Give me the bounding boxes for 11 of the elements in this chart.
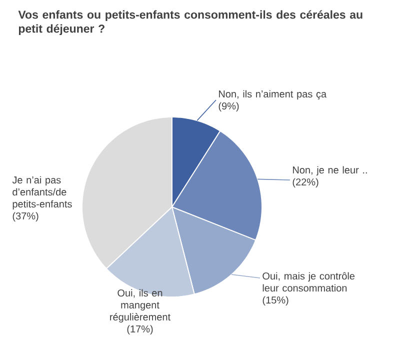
slice-label: Je n’ai pas d’enfants/de petits-enfants bbox=[12, 176, 72, 210]
data-label: (17%) bbox=[127, 325, 153, 334]
slice-label: Non, je ne leur .. bbox=[293, 166, 367, 176]
slice-label: Oui, ils en mangent régulièrement bbox=[110, 289, 170, 322]
data-label: (15%) bbox=[262, 296, 288, 306]
slice-label: Non, ils n’aiment pas ça bbox=[219, 90, 327, 100]
data-label: (22%) bbox=[292, 178, 318, 188]
data-label: (37%) bbox=[12, 212, 38, 222]
chart-title: Vos enfants ou petits-enfants consomment-ils des céréales au petit déjeuner ? bbox=[18, 10, 362, 36]
data-label: (9%) bbox=[218, 102, 239, 112]
slice-label: Oui, mais je contrôle leur consommation bbox=[262, 272, 355, 292]
